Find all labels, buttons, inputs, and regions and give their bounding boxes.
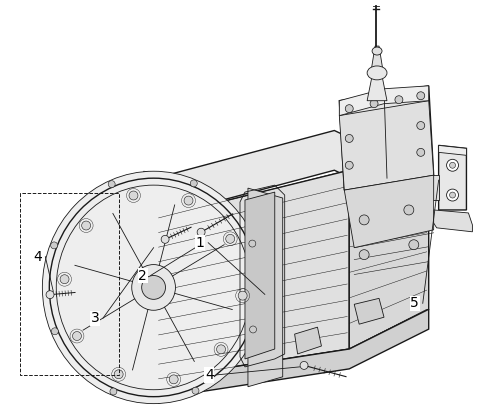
Polygon shape — [344, 175, 433, 248]
Ellipse shape — [359, 215, 369, 225]
Ellipse shape — [450, 192, 456, 198]
Ellipse shape — [197, 228, 205, 236]
Ellipse shape — [446, 159, 458, 171]
Ellipse shape — [446, 189, 458, 201]
Ellipse shape — [169, 375, 178, 384]
Polygon shape — [156, 309, 429, 399]
Ellipse shape — [226, 234, 235, 243]
Polygon shape — [439, 145, 467, 210]
Polygon shape — [245, 192, 275, 359]
Polygon shape — [432, 210, 472, 232]
Polygon shape — [339, 101, 433, 190]
Polygon shape — [371, 46, 383, 71]
Ellipse shape — [370, 100, 378, 108]
Ellipse shape — [42, 171, 265, 404]
Ellipse shape — [238, 291, 247, 300]
Ellipse shape — [250, 326, 256, 333]
Ellipse shape — [404, 205, 414, 215]
Ellipse shape — [190, 180, 197, 187]
Polygon shape — [156, 131, 429, 218]
Polygon shape — [354, 298, 384, 324]
Ellipse shape — [142, 276, 166, 299]
Ellipse shape — [72, 332, 82, 341]
Polygon shape — [339, 86, 433, 190]
Ellipse shape — [129, 191, 138, 200]
Text: 2: 2 — [138, 269, 147, 282]
Ellipse shape — [395, 96, 403, 104]
Ellipse shape — [417, 92, 425, 100]
Ellipse shape — [161, 235, 169, 243]
Polygon shape — [367, 71, 387, 101]
Text: 3: 3 — [91, 311, 99, 325]
Ellipse shape — [300, 361, 308, 370]
Ellipse shape — [51, 242, 58, 249]
Ellipse shape — [417, 122, 425, 129]
Ellipse shape — [359, 249, 369, 260]
Text: 4: 4 — [33, 249, 42, 264]
Polygon shape — [144, 171, 278, 404]
Polygon shape — [156, 170, 349, 379]
Ellipse shape — [345, 134, 353, 142]
Ellipse shape — [372, 47, 382, 55]
Polygon shape — [295, 327, 322, 354]
Polygon shape — [432, 175, 439, 200]
Ellipse shape — [51, 328, 59, 335]
Ellipse shape — [114, 370, 123, 379]
Polygon shape — [339, 86, 429, 116]
Ellipse shape — [60, 275, 69, 284]
Ellipse shape — [82, 221, 91, 230]
Polygon shape — [349, 170, 429, 349]
Ellipse shape — [132, 265, 176, 310]
Ellipse shape — [345, 161, 353, 169]
Ellipse shape — [367, 66, 387, 80]
Polygon shape — [248, 188, 283, 387]
Ellipse shape — [46, 291, 54, 299]
Ellipse shape — [192, 387, 199, 394]
Polygon shape — [439, 145, 467, 155]
Ellipse shape — [345, 105, 353, 113]
Ellipse shape — [49, 178, 258, 397]
Text: 4: 4 — [205, 368, 214, 382]
Ellipse shape — [216, 345, 226, 354]
Ellipse shape — [409, 240, 419, 249]
Text: 5: 5 — [410, 296, 419, 310]
Ellipse shape — [184, 196, 193, 205]
Ellipse shape — [450, 162, 456, 168]
Ellipse shape — [417, 149, 425, 156]
Ellipse shape — [110, 388, 117, 395]
Ellipse shape — [108, 181, 115, 188]
Text: 1: 1 — [196, 236, 204, 250]
Ellipse shape — [249, 240, 256, 247]
